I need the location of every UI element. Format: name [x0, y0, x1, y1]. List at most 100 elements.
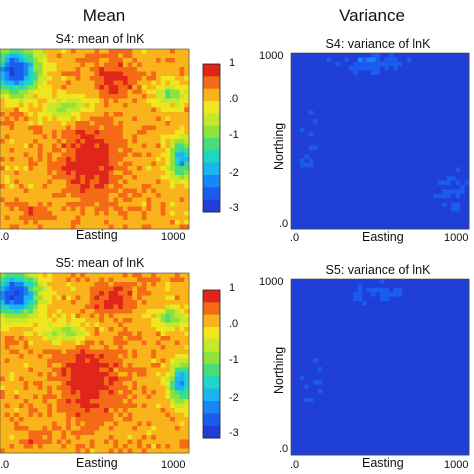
colorbar-segment	[203, 351, 220, 365]
heatmap-cell	[446, 158, 452, 164]
heatmap-cell	[424, 207, 430, 212]
heatmap-cell	[141, 300, 147, 305]
heatmap-cell	[23, 188, 29, 194]
heatmap-cell	[4, 184, 10, 189]
heatmap-cell	[4, 345, 10, 350]
heatmap-cell	[151, 211, 157, 216]
heatmap-cell	[393, 207, 399, 212]
heatmap-cell	[141, 184, 147, 189]
heatmap-cell	[9, 385, 15, 391]
heatmap-cell	[313, 279, 319, 284]
heatmap-cell	[170, 327, 176, 332]
heatmap-cell	[184, 322, 190, 328]
heatmap-cell	[66, 175, 72, 180]
heatmap-cell	[433, 185, 439, 190]
heatmap-cell	[42, 394, 48, 400]
heatmap-cell	[160, 193, 166, 198]
heatmap-cell	[170, 71, 176, 77]
heatmap-cell	[375, 97, 381, 102]
heatmap-cell	[141, 49, 147, 54]
heatmap-cell	[94, 157, 100, 162]
heatmap-cell	[184, 193, 190, 198]
heatmap-cell	[184, 224, 190, 230]
heatmap-cell	[132, 121, 138, 126]
heatmap-cell	[179, 170, 185, 176]
heatmap-cell	[308, 185, 314, 190]
heatmap-cell	[56, 286, 62, 292]
heatmap-cell	[308, 66, 314, 71]
heatmap-cell	[179, 71, 185, 77]
heatmap-cell	[14, 116, 20, 122]
heatmap-cell	[348, 92, 354, 98]
heatmap-cell	[70, 448, 77, 454]
heatmap-cell	[23, 134, 29, 140]
heatmap-cell	[160, 349, 166, 355]
heatmap-cell	[14, 313, 20, 319]
heatmap-cell	[137, 327, 143, 332]
heatmap-cell	[0, 372, 6, 377]
heatmap-cell	[75, 71, 81, 77]
heatmap-cell	[313, 114, 319, 120]
heatmap-cell	[89, 367, 95, 373]
heatmap-cell	[155, 98, 162, 104]
heatmap-cell	[37, 139, 43, 144]
heatmap-cell	[155, 403, 162, 409]
heatmap-cell	[14, 98, 20, 104]
heatmap-cell	[80, 408, 86, 413]
heatmap-cell	[23, 121, 29, 126]
heatmap-cell	[331, 66, 336, 71]
heatmap-cell	[56, 152, 62, 158]
heatmap-cell	[94, 85, 100, 90]
heatmap-cell	[179, 76, 185, 81]
heatmap-cell	[66, 376, 72, 382]
heatmap-cell	[28, 273, 34, 278]
heatmap-cell	[291, 110, 296, 115]
heatmap-cell	[420, 136, 425, 142]
heatmap-cell	[80, 49, 86, 54]
heatmap-cell	[326, 211, 332, 217]
heatmap-cell	[184, 80, 190, 86]
heatmap-cell	[99, 58, 105, 63]
heatmap-cell	[304, 176, 310, 181]
heatmap-cell	[326, 176, 332, 181]
heatmap-cell	[174, 67, 180, 72]
heatmap-cell	[160, 421, 166, 427]
heatmap-cell	[89, 193, 95, 198]
heatmap-cell	[451, 66, 457, 71]
heatmap-cell	[160, 107, 166, 113]
heatmap-cell	[348, 119, 354, 124]
heatmap-cell	[108, 49, 114, 54]
colorbar-segment	[203, 425, 220, 439]
heatmap-cell	[42, 426, 48, 431]
heatmap-cell	[344, 207, 350, 212]
heatmap-cell	[442, 211, 448, 217]
heatmap-cell	[4, 175, 10, 180]
heatmap-cell	[344, 136, 350, 142]
heatmap-cell	[14, 215, 20, 221]
heatmap-cell	[295, 215, 301, 221]
heatmap-cell	[326, 53, 332, 58]
heatmap-cell	[141, 139, 147, 144]
heatmap-cell	[37, 166, 43, 171]
heatmap-cell	[132, 193, 138, 198]
heatmap-cell	[137, 152, 143, 158]
heatmap-cell	[23, 49, 29, 54]
heatmap-cell	[118, 367, 124, 373]
heatmap-cell	[420, 283, 425, 289]
heatmap-cell	[428, 287, 434, 293]
heatmap-cell	[184, 435, 190, 440]
heatmap-cell	[348, 123, 354, 129]
heatmap-cell	[132, 318, 138, 323]
heatmap-cell	[433, 211, 439, 217]
heatmap-cell	[184, 340, 190, 346]
heatmap-cell	[170, 224, 176, 230]
heatmap-cell	[331, 287, 336, 293]
heatmap-cell	[384, 141, 390, 146]
heatmap-cell	[33, 116, 39, 122]
heatmap-cell	[127, 76, 133, 81]
heatmap-cell	[415, 224, 421, 230]
heatmap-cell	[14, 372, 20, 377]
heatmap-cell	[366, 57, 372, 63]
heatmap-cell	[455, 92, 461, 98]
heatmap-cell	[99, 103, 105, 108]
